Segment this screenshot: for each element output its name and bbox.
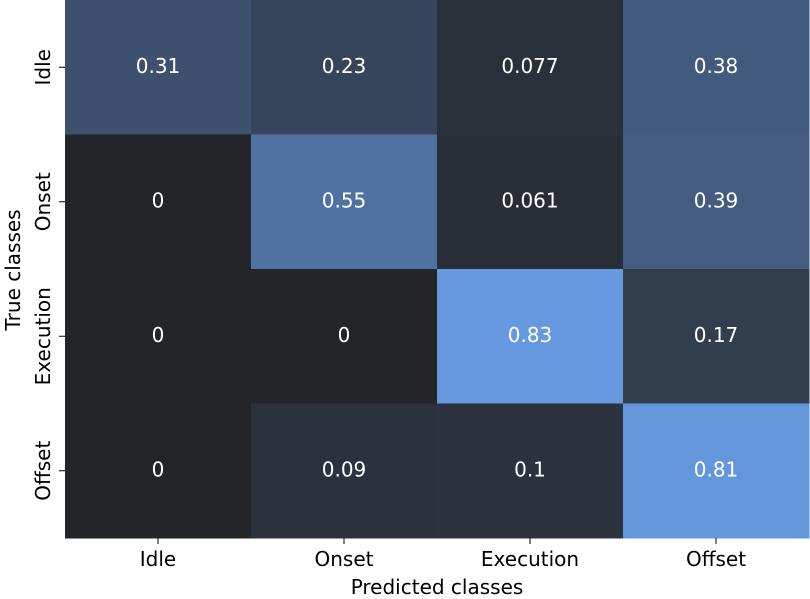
y-tick-label-1: Onset xyxy=(31,172,55,231)
heatmap-value-labels: 0.31 0.23 0.077 0.38 0 0.55 0.061 0.39 0 0 0.83 0.1… xyxy=(136,54,739,482)
cell-value-label-1-2: 0.061 xyxy=(501,188,558,212)
cell-value-label-3-2: 0.1 xyxy=(514,457,546,481)
heatmap-cells xyxy=(65,0,810,539)
x-tick-label-1: Onset xyxy=(315,547,374,571)
cell-value-label-0-0: 0.31 xyxy=(136,54,181,78)
cell-value-label-3-3: 0.81 xyxy=(694,457,739,481)
cell-value-label-0-3: 0.38 xyxy=(694,54,739,78)
x-axis-title: Predicted classes xyxy=(351,575,524,599)
heatmap-cell-1-2 xyxy=(437,134,624,270)
heatmap-cell-0-3 xyxy=(623,0,810,135)
y-tick-label-0: Idle xyxy=(31,49,55,85)
heatmap-cell-3-2 xyxy=(437,403,624,539)
heatmap-cell-3-0 xyxy=(65,403,252,539)
cell-value-label-1-1: 0.55 xyxy=(322,188,367,212)
cell-value-label-1-3: 0.39 xyxy=(694,188,739,212)
cell-value-label-2-0: 0 xyxy=(152,323,165,347)
heatmap-cell-2-3 xyxy=(623,269,810,404)
cell-value-label-3-0: 0 xyxy=(152,457,165,481)
heatmap-cell-2-0 xyxy=(65,269,252,404)
x-tick-label-3: Offset xyxy=(686,547,746,571)
heatmap-cell-2-2 xyxy=(437,269,624,404)
cell-value-label-2-2: 0.83 xyxy=(508,323,553,347)
heatmap-cell-0-1 xyxy=(251,0,438,135)
heatmap-cell-1-1 xyxy=(251,134,438,270)
heatmap-cell-0-2 xyxy=(437,0,624,135)
heatmap-cell-1-3 xyxy=(623,134,810,270)
y-tick-label-3: Offset xyxy=(31,441,55,501)
heatmap-cell-3-1 xyxy=(251,403,438,539)
heatmap-cell-1-0 xyxy=(65,134,252,270)
cell-value-label-2-1: 0 xyxy=(338,323,351,347)
cell-value-label-1-0: 0 xyxy=(152,188,165,212)
y-axis-title: True classes xyxy=(1,209,25,331)
x-axis-ticks: Idle Onset Execution Offset xyxy=(140,538,746,571)
y-tick-label-2: Execution xyxy=(31,287,55,385)
x-tick-label-2: Execution xyxy=(481,547,579,571)
cell-value-label-0-2: 0.077 xyxy=(501,54,558,78)
heatmap-cell-2-1 xyxy=(251,269,438,404)
y-axis-ticks: Idle Onset Execution Offset xyxy=(31,49,65,501)
heatmap-cell-3-3 xyxy=(623,403,810,539)
x-tick-label-0: Idle xyxy=(140,547,176,571)
cell-value-label-3-1: 0.09 xyxy=(322,457,367,481)
cell-value-label-0-1: 0.23 xyxy=(322,54,367,78)
heatmap-cell-0-0 xyxy=(65,0,252,135)
cell-value-label-2-3: 0.17 xyxy=(694,323,739,347)
